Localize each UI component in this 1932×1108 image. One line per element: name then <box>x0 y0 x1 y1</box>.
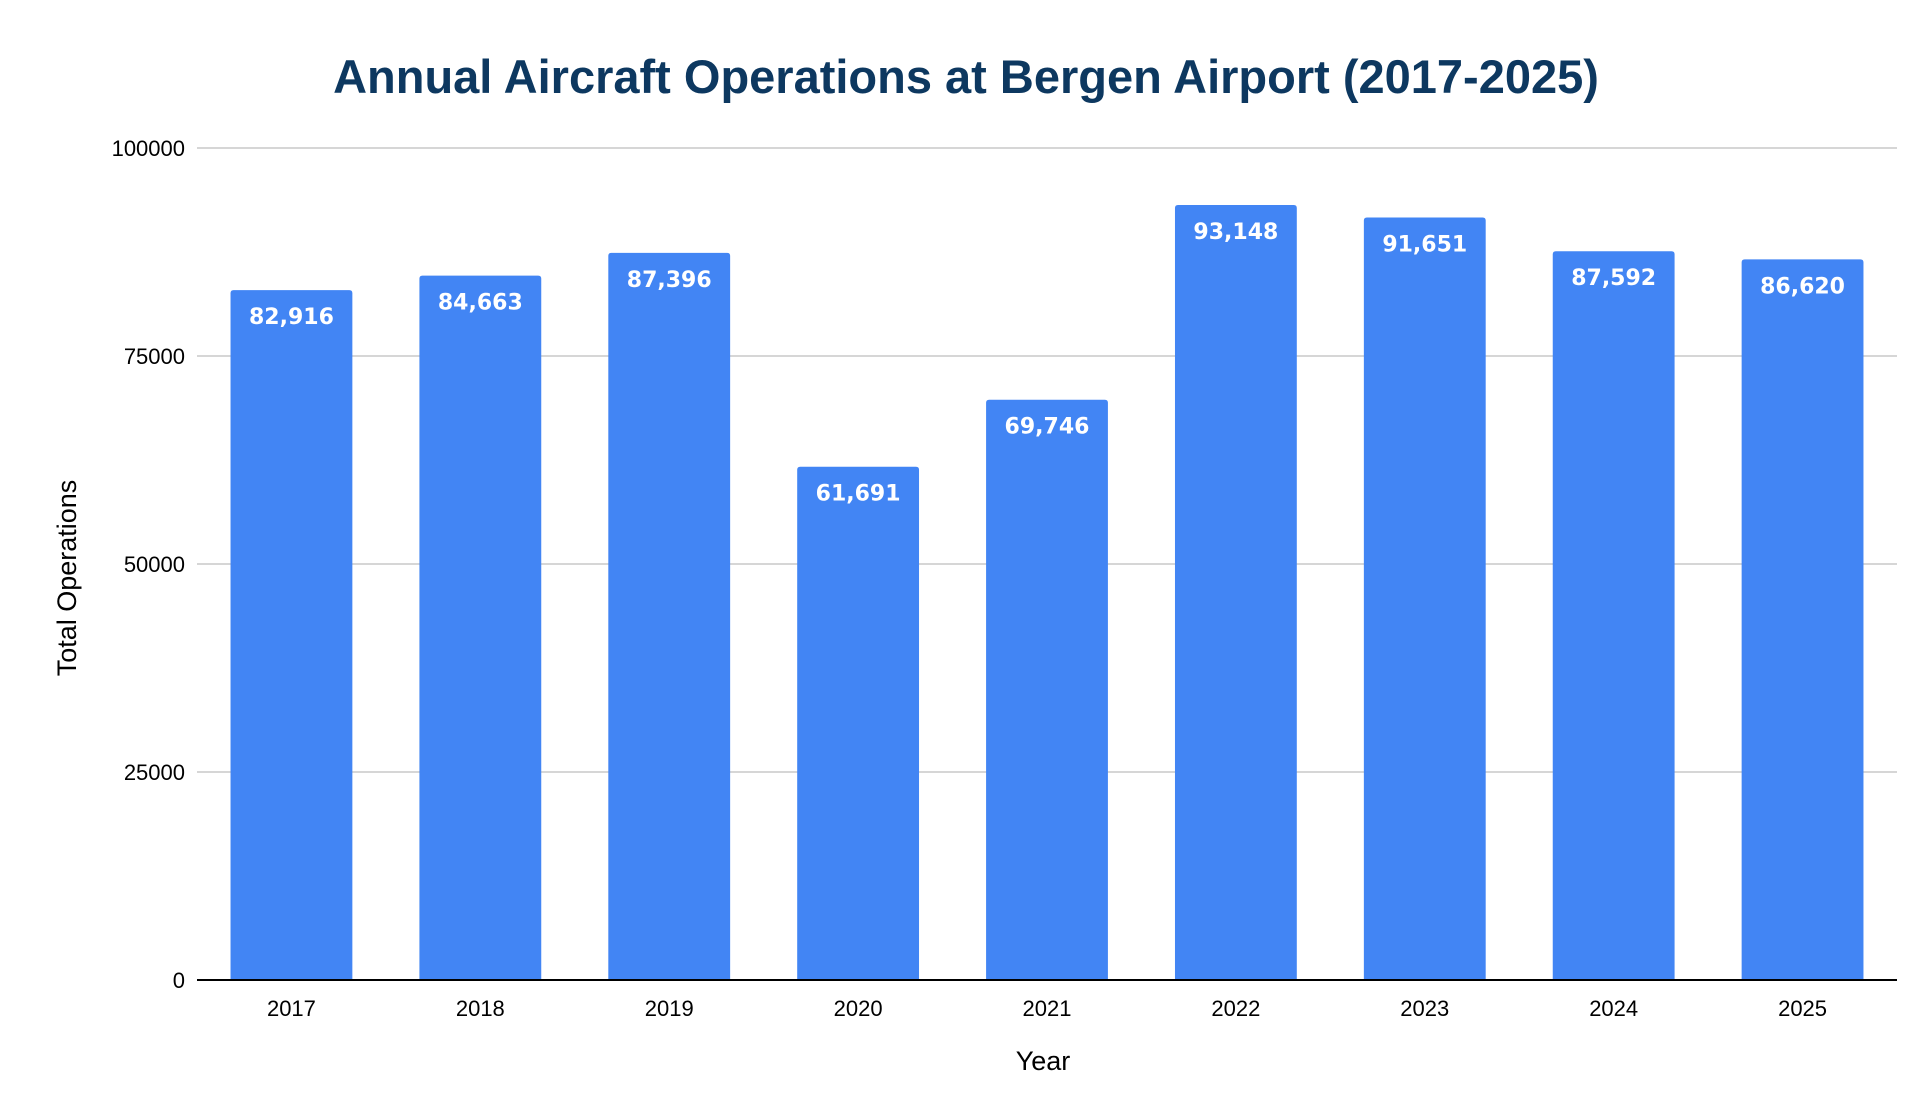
data-label-2018: 84,663 <box>438 291 523 316</box>
data-label-2020: 61,691 <box>816 482 901 507</box>
bar-2019 <box>608 252 731 980</box>
data-label-2021: 69,746 <box>1005 415 1090 440</box>
data-label-2017: 82,916 <box>249 305 334 330</box>
chart-title: Annual Aircraft Operations at Bergen Air… <box>333 50 1599 103</box>
y-tick-label: 50000 <box>124 552 185 577</box>
x-tick-label: 2019 <box>645 996 694 1021</box>
y-tick-label: 0 <box>173 968 185 993</box>
y-tick-label: 25000 <box>124 760 185 785</box>
x-tick-label: 2024 <box>1589 996 1638 1021</box>
bar-2024 <box>1552 251 1675 980</box>
bar-2020 <box>797 466 920 981</box>
y-tick-label: 75000 <box>124 344 185 369</box>
x-tick-label: 2023 <box>1400 996 1449 1021</box>
x-axis-title: Year <box>1016 1046 1071 1076</box>
bar-2018 <box>419 275 542 980</box>
x-tick-label: 2017 <box>267 996 316 1021</box>
data-label-layer: 82,916 84,663 87,396 61,691 69,746 93,148 91,6… <box>249 220 1845 507</box>
bar-2023 <box>1363 217 1486 980</box>
data-label-2024: 87,592 <box>1571 266 1656 291</box>
y-tick-label: 100000 <box>112 136 185 161</box>
x-tick-label: 2020 <box>834 996 883 1021</box>
x-axis-ticks: 2017 2018 2019 2020 2021 2022 2023 2024 2025 <box>267 996 1827 1021</box>
bar-layer <box>230 205 1864 981</box>
x-tick-label: 2021 <box>1023 996 1072 1021</box>
x-tick-label: 2018 <box>456 996 505 1021</box>
bar-2025 <box>1741 259 1864 980</box>
data-label-2025: 86,620 <box>1760 274 1845 299</box>
data-label-2019: 87,396 <box>627 268 712 293</box>
bar-2022 <box>1174 205 1297 980</box>
bar-2017 <box>230 290 353 980</box>
y-axis-ticks: 0 25000 50000 75000 100000 <box>112 136 185 993</box>
data-label-2022: 93,148 <box>1193 220 1278 245</box>
data-label-2023: 91,651 <box>1382 232 1467 257</box>
y-axis-title: Total Operations <box>52 480 82 677</box>
x-tick-label: 2022 <box>1211 996 1260 1021</box>
x-tick-label: 2025 <box>1778 996 1827 1021</box>
bar-2021 <box>986 399 1108 981</box>
